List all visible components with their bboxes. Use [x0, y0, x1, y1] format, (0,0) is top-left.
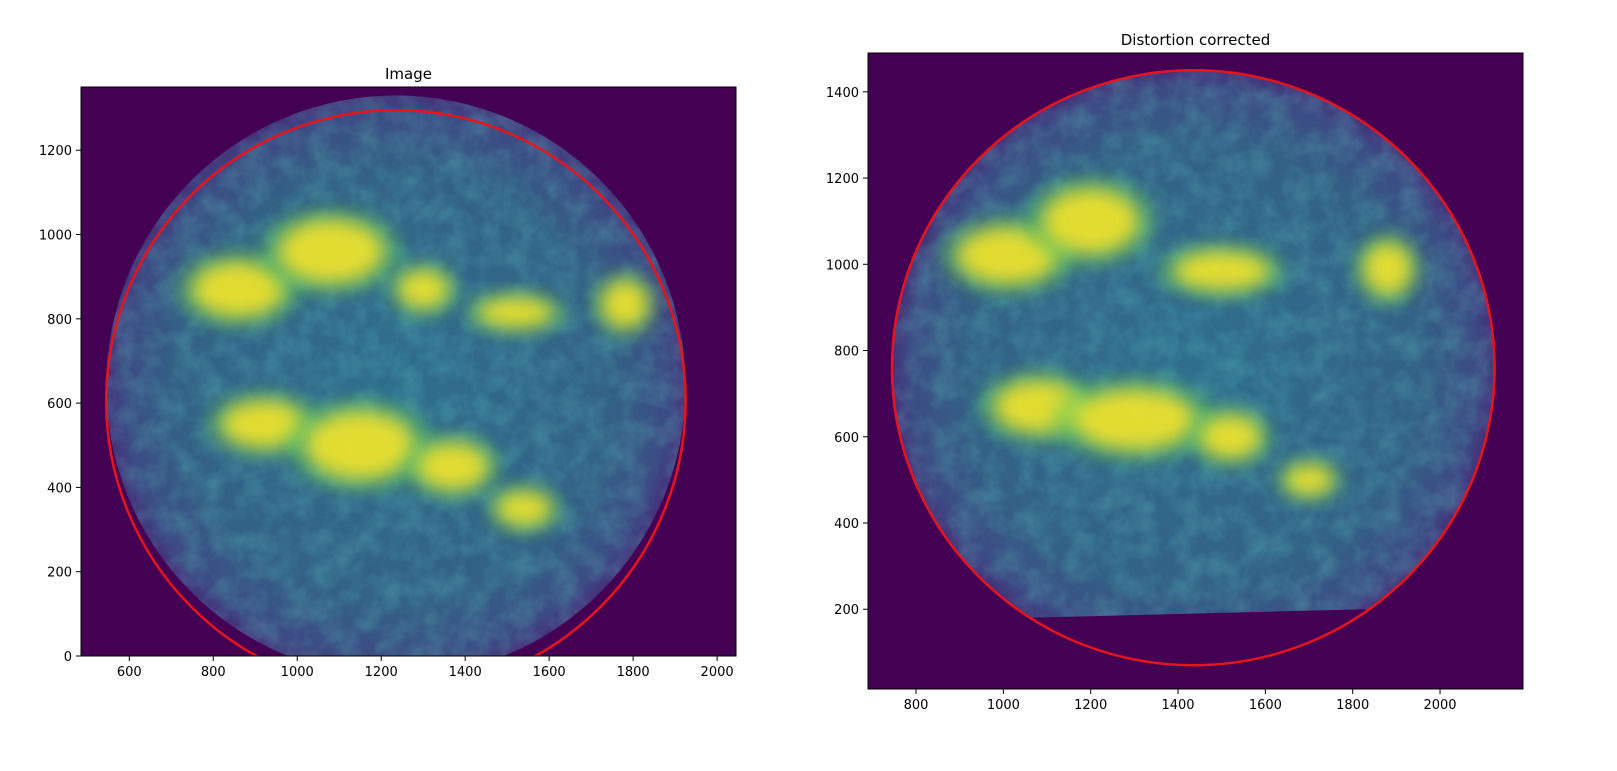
active-region [278, 219, 384, 283]
x-tick-label: 2000 [1423, 698, 1456, 713]
active-region [1363, 242, 1412, 295]
x-tick-label: 1000 [281, 665, 314, 680]
y-tick-label: 800 [834, 345, 859, 360]
disk-features [892, 70, 1495, 666]
x-tick-label: 1600 [1249, 698, 1282, 713]
disk-features [106, 95, 686, 656]
x-tick-label: 1200 [365, 665, 398, 680]
plot-area [81, 87, 736, 656]
plot-area [868, 53, 1523, 689]
chart-title: Distortion corrected [1121, 31, 1271, 49]
x-tick-label: 1800 [1336, 698, 1369, 713]
axes-frame [80, 86, 737, 657]
y-tick-label: 1400 [826, 86, 859, 101]
y-tick-label: 400 [834, 517, 859, 532]
x-tick-label: 600 [117, 665, 142, 680]
y-tick-label: 600 [47, 397, 72, 412]
corrected-edge [1025, 609, 1366, 666]
y-tick-label: 800 [47, 313, 72, 328]
disk-texture [106, 95, 686, 656]
x-tick-label: 800 [904, 698, 929, 713]
image-panel: 600 800 1000 1200 1400 1600 1800 2000 0 200 400 600… [39, 65, 737, 680]
y-tick-label: 600 [834, 431, 859, 446]
chart-title: Image [385, 65, 432, 83]
y-tick-label: 1200 [826, 172, 859, 187]
y-tick-label: 1200 [39, 144, 72, 159]
x-tick-label: 2000 [701, 665, 734, 680]
x-tick-label: 1600 [533, 665, 566, 680]
active-region [221, 401, 306, 448]
y-tick-label: 200 [47, 566, 72, 581]
distortion-corrected-panel: 800 1000 1200 1400 1600 1800 2000 200 400 600 800 1… [826, 31, 1524, 713]
active-region [496, 491, 552, 526]
y-tick-label: 0 [64, 650, 72, 665]
active-region [957, 227, 1058, 284]
active-region [416, 443, 489, 490]
active-region [1199, 415, 1261, 459]
disk-texture [892, 70, 1495, 666]
limb-fit-circle [105, 109, 687, 656]
active-region [1073, 389, 1196, 450]
active-region [601, 280, 648, 328]
x-tick-label: 1400 [449, 665, 482, 680]
x-tick-label: 800 [201, 665, 226, 680]
active-region [305, 411, 415, 479]
active-region [1285, 464, 1334, 495]
x-tick-label: 1200 [1074, 698, 1107, 713]
active-region [477, 297, 554, 328]
active-region [192, 261, 285, 317]
x-tick-label: 1800 [617, 665, 650, 680]
y-tick-label: 1000 [39, 229, 72, 244]
x-tick-label: 1400 [1161, 698, 1194, 713]
active-region [398, 270, 449, 309]
limb-fit-circle [890, 68, 1496, 667]
y-tick-label: 200 [834, 603, 859, 618]
x-tick-label: 1000 [987, 698, 1020, 713]
active-region [1173, 251, 1270, 291]
axes-frame [867, 52, 1524, 690]
active-region [1042, 188, 1139, 254]
y-tick-label: 1000 [826, 258, 859, 273]
y-tick-label: 400 [47, 481, 72, 496]
